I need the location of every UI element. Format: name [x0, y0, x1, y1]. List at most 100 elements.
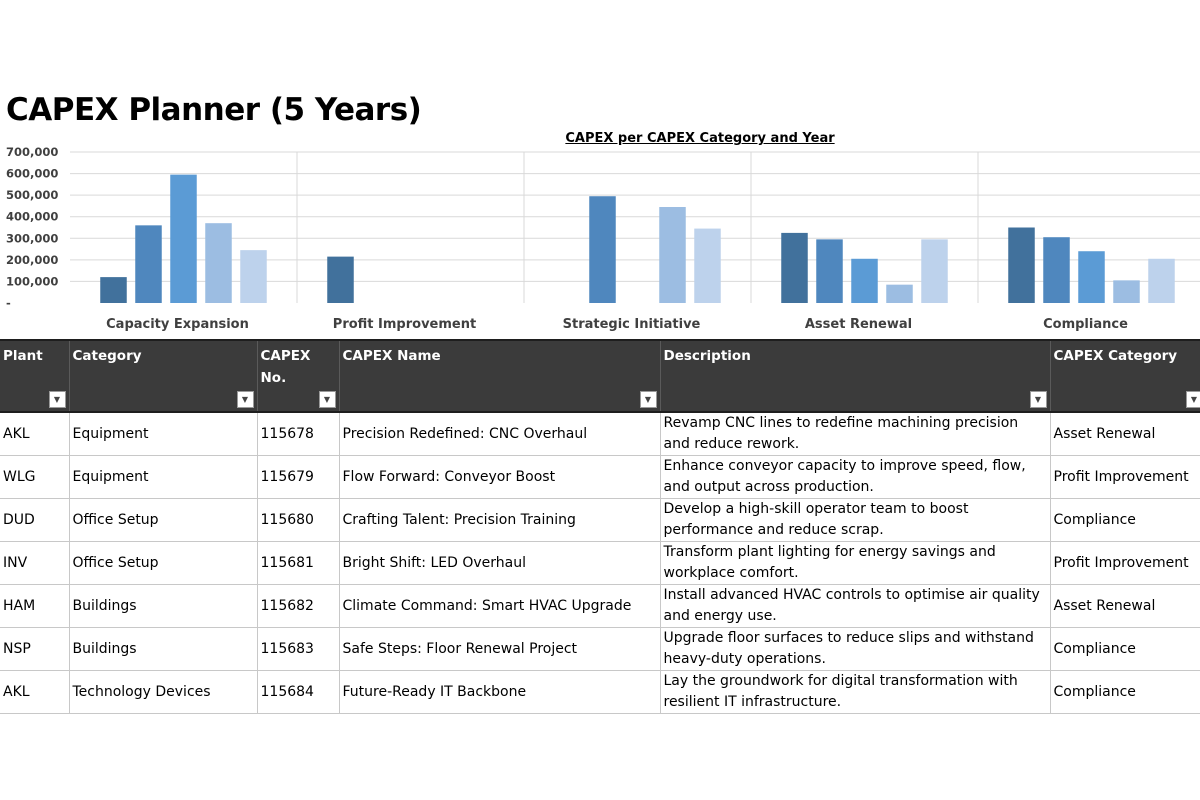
column-header-label: Description: [663, 348, 751, 364]
cell-no[interactable]: 115681: [257, 541, 340, 585]
capex-bar-chart[interactable]: - 100,000 200,000 300,000 400,000 500,000 600,…: [0, 140, 1200, 340]
cell-description[interactable]: Lay the groundwork for digital transform…: [660, 670, 1051, 714]
table-row: NSP Buildings 115683 Safe Steps: Floor Rene…: [0, 627, 1200, 671]
cell-capex-category[interactable]: Compliance: [1050, 498, 1200, 542]
cell-category[interactable]: Equipment: [69, 412, 258, 456]
column-header-label: CAPEX Category: [1053, 348, 1178, 364]
filter-dropdown-icon[interactable]: ▼: [639, 391, 657, 408]
bar[interactable]: [1113, 280, 1140, 303]
cell-name[interactable]: Climate Command: Smart HVAC Upgrade: [339, 584, 661, 628]
x-category-label: Capacity Expansion: [106, 317, 249, 332]
cell-description[interactable]: Revamp CNC lines to redefine machining p…: [660, 412, 1051, 456]
bar[interactable]: [921, 239, 948, 303]
bar[interactable]: [205, 223, 232, 303]
bar[interactable]: [327, 256, 354, 303]
cell-name[interactable]: Bright Shift: LED Overhaul: [339, 541, 661, 585]
y-tick-label: 500,000: [6, 188, 58, 202]
cell-name[interactable]: Crafting Talent: Precision Training: [339, 498, 661, 542]
bar[interactable]: [100, 277, 127, 303]
bar[interactable]: [659, 207, 686, 303]
table-row: HAM Buildings 115682 Climate Command: Smart…: [0, 584, 1200, 628]
bar[interactable]: [135, 225, 162, 303]
y-tick-label: 300,000: [6, 231, 58, 245]
header-row: Plant ▼ Category ▼ CAPEX No. ▼ CAPEX Name ▼ Desc…: [0, 339, 1200, 413]
cell-capex-category[interactable]: Asset Renewal: [1050, 412, 1200, 456]
bar[interactable]: [589, 196, 616, 303]
cell-capex-category[interactable]: Compliance: [1050, 670, 1200, 714]
bar[interactable]: [694, 228, 721, 303]
cell-category[interactable]: Equipment: [69, 455, 258, 499]
bar[interactable]: [1043, 237, 1070, 303]
x-category-label: Compliance: [1043, 317, 1128, 332]
column-header: CAPEX Name ▼: [339, 339, 661, 413]
cell-no[interactable]: 115680: [257, 498, 340, 542]
column-header: Plant ▼: [0, 339, 70, 413]
table-header: Plant ▼ Category ▼ CAPEX No. ▼ CAPEX Name ▼ Desc…: [0, 339, 1200, 413]
x-category-label: Profit Improvement: [333, 317, 476, 332]
column-header-label: CAPEX Name: [342, 348, 441, 364]
table-row: AKL Technology Devices 115684 Future-Ready …: [0, 670, 1200, 714]
y-tick-label: 400,000: [6, 210, 58, 224]
filter-dropdown-icon[interactable]: ▼: [48, 391, 66, 408]
cell-no[interactable]: 115684: [257, 670, 340, 714]
cell-no[interactable]: 115683: [257, 627, 340, 671]
y-tick-label: 600,000: [6, 167, 58, 181]
cell-category[interactable]: Buildings: [69, 584, 258, 628]
cell-name[interactable]: Future-Ready IT Backbone: [339, 670, 661, 714]
bar[interactable]: [886, 284, 913, 303]
cell-no[interactable]: 115678: [257, 412, 340, 456]
table-row: DUD Office Setup 115680 Crafting Talent: Pr…: [0, 498, 1200, 542]
column-header: Description ▼: [660, 339, 1051, 413]
cell-capex-category[interactable]: Compliance: [1050, 627, 1200, 671]
bar[interactable]: [781, 232, 808, 303]
cell-plant[interactable]: AKL: [0, 412, 70, 456]
filter-dropdown-icon[interactable]: ▼: [236, 391, 254, 408]
cell-plant[interactable]: HAM: [0, 584, 70, 628]
column-header-label: CAPEX No.: [260, 348, 311, 386]
bar[interactable]: [816, 239, 843, 303]
cell-plant[interactable]: WLG: [0, 455, 70, 499]
cell-plant[interactable]: AKL: [0, 670, 70, 714]
column-header: Category ▼: [69, 339, 258, 413]
filter-dropdown-icon[interactable]: ▼: [318, 391, 336, 408]
cell-no[interactable]: 115682: [257, 584, 340, 628]
filter-dropdown-icon[interactable]: ▼: [1029, 391, 1047, 408]
column-header: CAPEX No. ▼: [257, 339, 340, 413]
cell-description[interactable]: Transform plant lighting for energy savi…: [660, 541, 1051, 585]
cell-capex-category[interactable]: Profit Improvement: [1050, 541, 1200, 585]
cell-description[interactable]: Upgrade floor surfaces to reduce slips a…: [660, 627, 1051, 671]
cell-category[interactable]: Technology Devices: [69, 670, 258, 714]
cell-category[interactable]: Buildings: [69, 627, 258, 671]
y-tick-label: 700,000: [6, 145, 58, 159]
table-row: AKL Equipment 115678 Precision Redefined: C…: [0, 412, 1200, 456]
cell-plant[interactable]: INV: [0, 541, 70, 585]
column-header: CAPEX Category ▼: [1050, 339, 1200, 413]
cell-name[interactable]: Safe Steps: Floor Renewal Project: [339, 627, 661, 671]
y-tick-label: -: [6, 296, 11, 310]
cell-plant[interactable]: NSP: [0, 627, 70, 671]
filter-dropdown-icon[interactable]: ▼: [1185, 391, 1200, 408]
x-category-label: Strategic Initiative: [563, 317, 701, 332]
page-title: CAPEX Planner (5 Years): [6, 92, 422, 128]
cell-category[interactable]: Office Setup: [69, 541, 258, 585]
cell-description[interactable]: Develop a high-skill operator team to bo…: [660, 498, 1051, 542]
bar[interactable]: [240, 250, 267, 303]
table-body: AKL Equipment 115678 Precision Redefined: C…: [0, 412, 1200, 714]
cell-description[interactable]: Enhance conveyor capacity to improve spe…: [660, 455, 1051, 499]
cell-capex-category[interactable]: Profit Improvement: [1050, 455, 1200, 499]
bar[interactable]: [851, 258, 878, 303]
bar[interactable]: [170, 174, 197, 303]
y-tick-label: 100,000: [6, 274, 58, 288]
bar[interactable]: [1008, 227, 1035, 304]
cell-name[interactable]: Precision Redefined: CNC Overhaul: [339, 412, 661, 456]
column-header-label: Category: [72, 348, 142, 364]
cell-category[interactable]: Office Setup: [69, 498, 258, 542]
cell-name[interactable]: Flow Forward: Conveyor Boost: [339, 455, 661, 499]
bar[interactable]: [1148, 258, 1175, 303]
cell-capex-category[interactable]: Asset Renewal: [1050, 584, 1200, 628]
bar[interactable]: [1078, 251, 1105, 303]
cell-description[interactable]: Install advanced HVAC controls to optimi…: [660, 584, 1051, 628]
cell-plant[interactable]: DUD: [0, 498, 70, 542]
cell-no[interactable]: 115679: [257, 455, 340, 499]
